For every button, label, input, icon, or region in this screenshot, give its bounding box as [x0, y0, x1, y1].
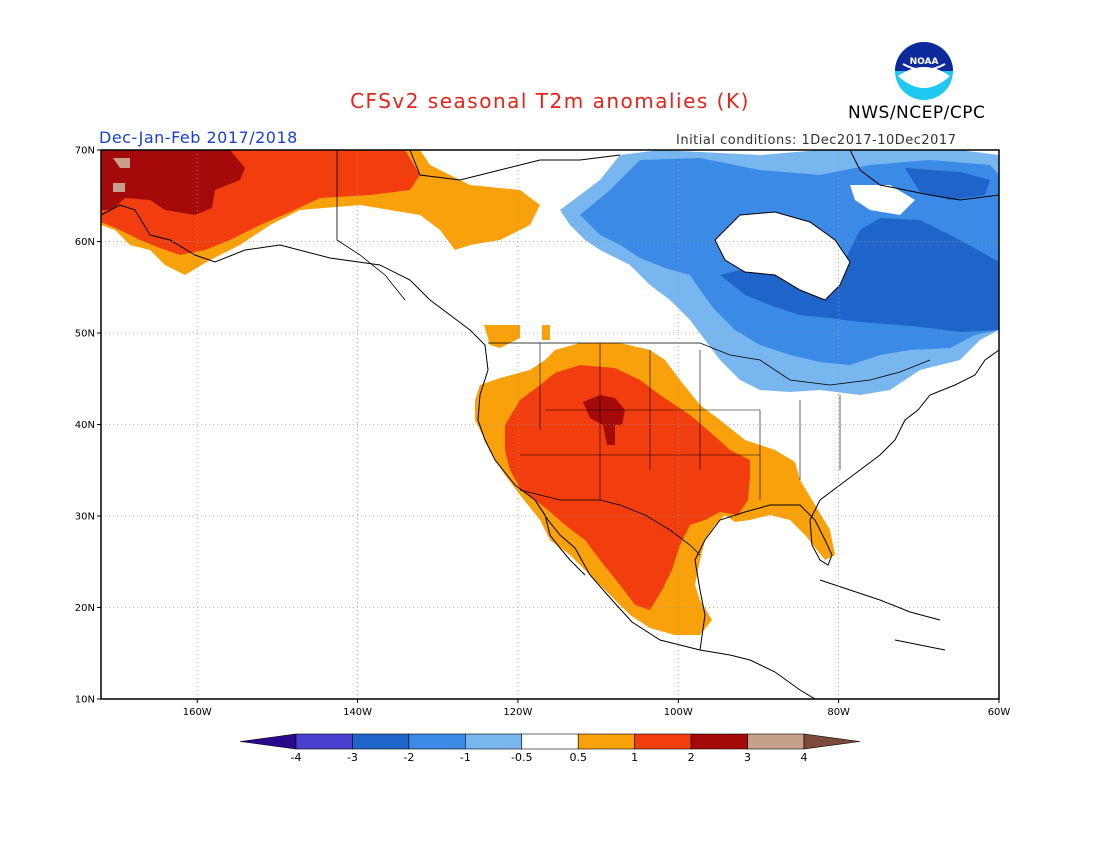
chart-title: CFSv2 seasonal T2m anomalies (K)	[350, 89, 750, 113]
colorbar-level-label: 3	[744, 751, 751, 764]
us-red-region	[505, 365, 750, 610]
colorbar-level-label: 4	[801, 751, 808, 764]
pacific-nw-orange	[484, 325, 550, 348]
lon-tick-label: 80W	[827, 707, 850, 718]
colorbar-swatch	[747, 733, 805, 750]
initial-conditions-label: Initial conditions: 1Dec2017-10Dec2017	[676, 133, 957, 148]
coastline-gulf	[694, 349, 999, 651]
colorbar-level-label: -2	[403, 751, 414, 764]
colorbar-level-label: 0.5	[569, 751, 587, 764]
lat-tick-label: 60N	[75, 237, 95, 248]
colorbar-swatch-min	[239, 733, 297, 750]
us-mexico-border	[519, 489, 701, 556]
lat-tick-label: 50N	[75, 329, 95, 340]
noaa-logo-text: NOAA	[910, 57, 939, 67]
lat-tick-label: 70N	[75, 146, 95, 157]
hudson-bay-white	[715, 185, 915, 300]
agency-label: NWS/NCEP/CPC	[848, 103, 986, 123]
florida-orange	[815, 540, 832, 558]
colorbar-swatch	[465, 733, 523, 750]
coastline-west	[101, 204, 816, 699]
colorbar-level-label: 2	[688, 751, 695, 764]
colorbar-level-label: 1	[631, 751, 638, 764]
lat-tick-label: 10N	[75, 695, 95, 706]
colorbar-swatch-max	[803, 733, 861, 750]
colorbar-swatch	[577, 733, 635, 750]
coastline-north	[409, 150, 621, 181]
colorbar-swatch	[408, 733, 466, 750]
lon-tick-label: 60W	[988, 707, 1011, 718]
us-state-lines	[520, 343, 841, 500]
us-canada-border	[488, 342, 931, 386]
colorbar-swatch	[634, 733, 692, 750]
coastline-baja	[534, 499, 586, 576]
noaa-logo: NOAA	[895, 42, 953, 100]
season-label: Dec-Jan-Feb 2017/2018	[99, 128, 298, 147]
alaska-darkred-region	[101, 150, 245, 215]
colorbar-level-label: -1	[460, 751, 471, 764]
lat-tick-label: 20N	[75, 603, 95, 614]
lon-tick-label: 100W	[664, 707, 693, 718]
alaska-brown-region	[113, 158, 130, 192]
colorbar-level-label: -3	[347, 751, 358, 764]
rockies-darkred-region	[583, 395, 625, 445]
lat-tick-label: 40N	[75, 420, 95, 431]
lon-tick-label: 140W	[343, 707, 372, 718]
quebec-darkblue-region	[720, 168, 999, 332]
colorbar-swatch	[690, 733, 748, 750]
hudson-bay-coast	[714, 211, 851, 301]
colorbar-level-label: -0.5	[511, 751, 532, 764]
caribbean-coast	[819, 579, 946, 651]
lon-tick-label: 120W	[503, 707, 532, 718]
colorbar-swatch	[352, 733, 410, 750]
colorbar-swatch	[295, 733, 353, 750]
greenland-coast	[849, 150, 999, 201]
alaska-canada-border	[336, 150, 406, 301]
colorbar-level-label: -4	[291, 751, 302, 764]
lon-tick-label: 160W	[183, 707, 212, 718]
lat-tick-label: 30N	[75, 512, 95, 523]
colorbar-swatch	[521, 733, 579, 750]
